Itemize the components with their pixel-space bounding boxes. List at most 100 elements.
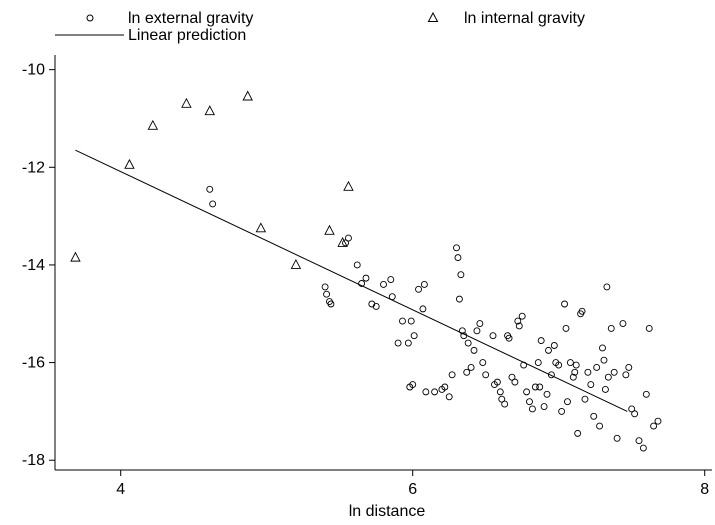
external-gravity-point — [463, 368, 471, 376]
external-gravity-point — [454, 254, 462, 262]
external-gravity-point — [453, 244, 460, 252]
external-gravity-point — [600, 356, 608, 364]
external-gravity-point — [420, 281, 428, 288]
y-tick-label: -16 — [22, 355, 45, 372]
external-gravity-point — [511, 378, 519, 386]
external-gravity-point — [555, 361, 563, 369]
external-gravity-point — [321, 283, 329, 291]
external-gravity-point — [345, 234, 352, 242]
legend: ln external gravity ln internal gravity … — [55, 10, 585, 44]
internal-gravity-point — [337, 237, 348, 247]
external-gravity-point — [493, 378, 501, 386]
external-gravity-point — [518, 312, 526, 320]
external-gravity-point — [645, 324, 653, 332]
external-gravity-point — [534, 359, 542, 367]
external-gravity-point — [593, 364, 601, 371]
external-gravity-point — [631, 410, 639, 418]
external-gravity-point — [508, 373, 516, 381]
external-gravity-point — [599, 344, 606, 352]
external-gravity-point — [639, 444, 647, 452]
external-gravity-point — [561, 300, 568, 308]
y-tick-label: -12 — [22, 159, 45, 176]
external-gravity-point — [342, 239, 349, 247]
external-gravity-point — [581, 395, 589, 403]
legend-label-internal-gravity: ln internal gravity — [464, 10, 585, 27]
external-gravity-point — [523, 388, 531, 396]
internal-gravity-point — [343, 180, 354, 191]
external-gravity-point — [545, 346, 552, 354]
external-gravity-point — [206, 185, 214, 193]
plot-marks — [70, 90, 662, 452]
external-gravity-point — [642, 390, 650, 398]
external-gravity-point — [536, 383, 544, 391]
external-gravity-point — [470, 346, 478, 354]
x-tick-label: 4 — [116, 481, 125, 498]
external-gravity-point — [441, 383, 449, 391]
external-gravity-point — [550, 342, 558, 349]
y-tick-label: -18 — [22, 452, 45, 469]
external-gravity-point — [537, 337, 545, 345]
external-gravity-point — [362, 274, 370, 282]
external-gravity-point — [543, 390, 551, 398]
external-gravity-point — [625, 364, 633, 371]
internal-gravity-point — [181, 97, 192, 108]
external-gravity-point — [604, 373, 612, 381]
external-gravity-point — [457, 271, 465, 279]
external-gravity-point — [473, 327, 481, 335]
external-gravity-point — [562, 324, 570, 332]
external-gravity-point — [572, 361, 580, 369]
external-gravity-point — [514, 317, 522, 325]
external-gravity-point — [407, 317, 415, 325]
external-gravity-point — [566, 359, 574, 367]
external-gravity-point — [422, 388, 430, 396]
legend-label-linear-prediction: Linear prediction — [128, 27, 246, 44]
external-gravity-point — [415, 285, 422, 293]
external-gravity-point — [387, 276, 395, 284]
x-tick-label: 8 — [700, 481, 709, 498]
external-gravity-point — [635, 437, 643, 445]
legend-marker-internal-gravity — [427, 11, 439, 22]
internal-gravity-point — [242, 90, 253, 101]
external-gravity-point — [455, 295, 463, 303]
y-tick-label: -14 — [22, 257, 45, 274]
y-tick-label: -10 — [22, 62, 45, 79]
external-gravity-point — [603, 283, 611, 291]
external-gravity-point — [496, 388, 504, 396]
internal-gravity-point — [204, 105, 216, 116]
external-gravity-point — [574, 429, 582, 437]
external-gravity-point — [323, 290, 331, 298]
x-tick-label: 6 — [408, 481, 417, 498]
external-gravity-point — [601, 385, 609, 393]
internal-gravity-point — [70, 251, 81, 262]
external-gravity-point — [607, 324, 615, 332]
external-gravity-point — [353, 261, 361, 269]
external-gravity-point — [498, 395, 506, 403]
external-gravity-point — [619, 320, 627, 327]
internal-gravity-point — [255, 222, 267, 233]
external-gravity-point — [209, 200, 217, 208]
external-gravity-point — [409, 381, 417, 389]
external-gravity-point — [540, 403, 548, 410]
external-gravity-point — [327, 300, 335, 308]
external-gravity-point — [372, 302, 380, 310]
external-gravity-point — [476, 320, 484, 327]
external-gravity-point — [482, 371, 490, 379]
external-gravity-point — [558, 407, 566, 415]
external-gravity-point — [628, 405, 636, 413]
internal-gravity-point — [124, 158, 135, 169]
external-gravity-point — [613, 434, 621, 442]
external-gravity-point — [445, 393, 453, 401]
external-gravity-point — [515, 322, 523, 330]
external-gravity-point — [571, 368, 579, 376]
external-gravity-point — [528, 405, 536, 413]
external-gravity-point — [547, 371, 555, 379]
external-gravity-point — [399, 317, 406, 325]
external-gravity-point — [467, 364, 475, 371]
external-gravity-point — [622, 371, 630, 379]
external-gravity-point — [587, 381, 595, 389]
external-gravity-point — [505, 334, 513, 342]
linear-prediction-line — [75, 149, 628, 412]
legend-marker-external-gravity — [86, 14, 94, 22]
x-axis-label: ln distance — [349, 503, 426, 520]
